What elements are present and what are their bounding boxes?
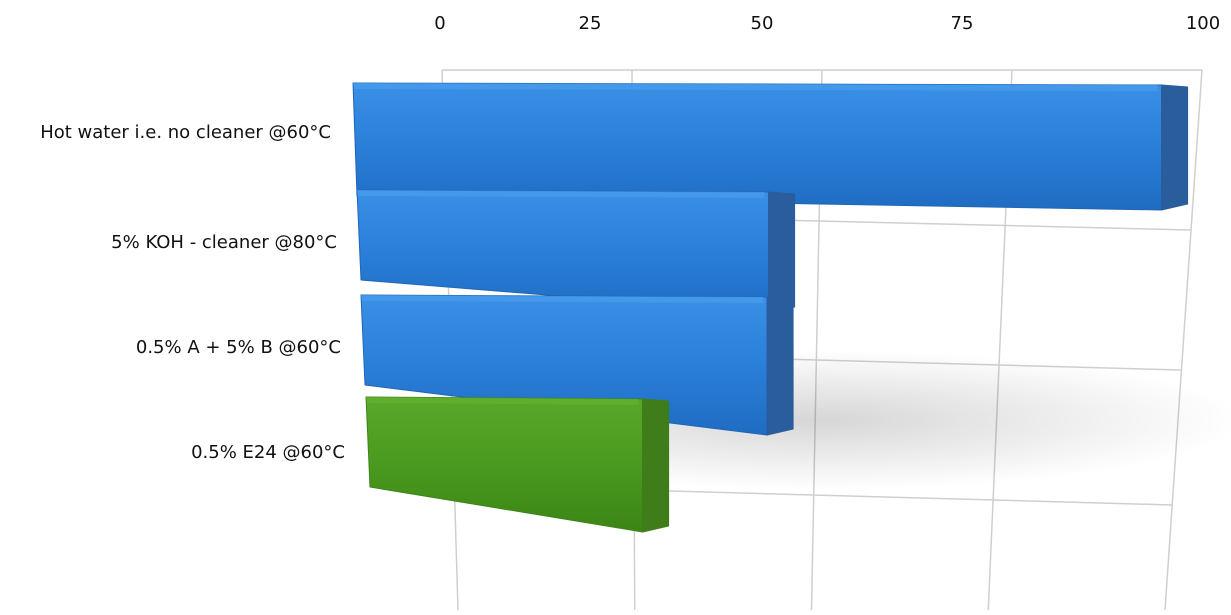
category-label: Hot water i.e. no cleaner @60°C bbox=[40, 122, 331, 143]
tick-label: 75 bbox=[951, 13, 974, 34]
tick-label: 0 bbox=[434, 13, 445, 34]
tick-label: 100 bbox=[1186, 13, 1220, 34]
bar-top-face bbox=[357, 190, 765, 198]
bar-top-face bbox=[366, 397, 639, 405]
category-label: 0.5% A + 5% B @60°C bbox=[136, 337, 341, 358]
x-axis: 0 25 50 75 100 bbox=[434, 13, 1220, 34]
bar-front-face bbox=[365, 396, 644, 533]
bar bbox=[360, 294, 794, 436]
tick-label: 25 bbox=[579, 13, 602, 34]
bar-side-face bbox=[1161, 84, 1189, 211]
bar bbox=[352, 82, 1189, 211]
y-axis: Hot water i.e. no cleaner @60°C 5% KOH -… bbox=[40, 122, 345, 463]
category-label: 5% KOH - cleaner @80°C bbox=[111, 232, 337, 253]
bar-top-face bbox=[353, 83, 1158, 91]
category-label: 0.5% E24 @60°C bbox=[191, 442, 345, 463]
bar-side-face bbox=[642, 398, 670, 533]
bar-top-face bbox=[361, 295, 764, 303]
bar-front-face bbox=[356, 189, 770, 314]
bar-side-face bbox=[766, 296, 794, 436]
bar-side-face bbox=[768, 191, 796, 314]
bars bbox=[352, 82, 1189, 533]
tick-label: 50 bbox=[751, 13, 774, 34]
bar bbox=[365, 396, 670, 533]
gridline-vertical bbox=[1164, 69, 1203, 611]
bar bbox=[356, 189, 796, 314]
